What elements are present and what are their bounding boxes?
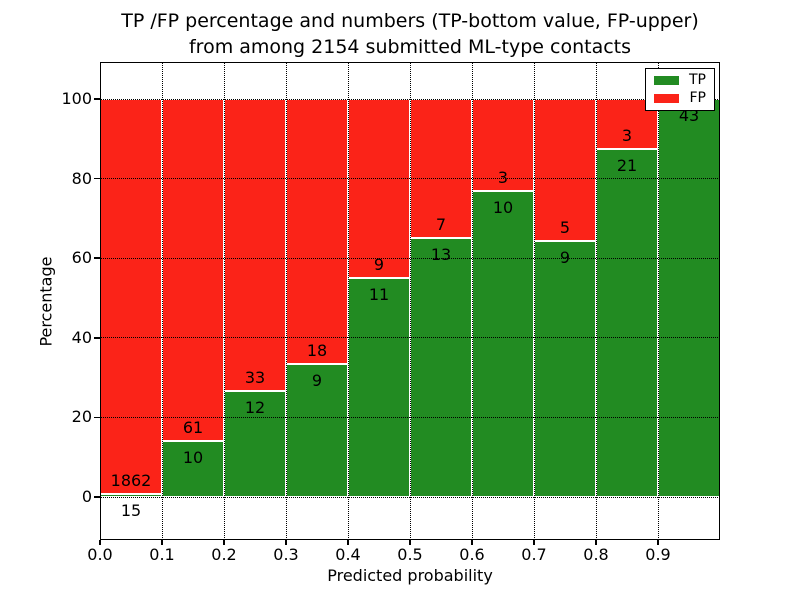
bar-label-tp-count: 11: [368, 285, 390, 305]
y-tick-mark: [94, 98, 100, 100]
bar-segment-fp: [162, 99, 224, 441]
x-tick-label: 0.4: [335, 545, 361, 564]
bar-label-tp-count: 9: [559, 248, 571, 268]
bar-label-tp-count: 10: [492, 197, 514, 217]
gridline-vertical: [223, 62, 225, 540]
bar-label-fp-count: 3: [497, 167, 509, 187]
bar-label-fp-count: 1862: [110, 470, 152, 490]
bar-segment-tp: [286, 364, 348, 497]
y-tick-mark: [94, 416, 100, 419]
gridline-horizontal: [100, 178, 720, 180]
bar-segment-fp: [472, 99, 534, 191]
gridline-vertical: [161, 62, 163, 540]
y-tick-label: 0: [81, 487, 92, 507]
x-tick-label: 0.2: [211, 545, 237, 564]
chart-title-line1: TP /FP percentage and numbers (TP-bottom…: [121, 10, 699, 32]
bar-segment-tp: [410, 238, 472, 497]
y-tick-mark: [94, 496, 100, 498]
legend-box: TP FP: [645, 68, 715, 111]
x-tick-mark: [409, 540, 411, 545]
y-tick-label: 20: [71, 407, 92, 427]
x-tick-mark: [657, 540, 659, 545]
x-axis-label: Predicted probability: [327, 566, 493, 585]
bar-segment-tp: [534, 241, 596, 497]
bar-label-tp-count: 13: [430, 245, 452, 265]
x-tick-label: 0.9: [645, 545, 671, 564]
x-tick-label: 0.6: [459, 545, 485, 564]
chart-title: TP /FP percentage and numbers (TP-bottom…: [100, 8, 720, 60]
x-tick-mark: [223, 540, 225, 545]
gridline-vertical: [595, 62, 597, 540]
x-tick-mark: [161, 540, 163, 545]
bar-segment-tp: [658, 99, 720, 497]
gridline-horizontal: [100, 337, 720, 339]
legend-label-fp: FP: [689, 89, 707, 106]
legend-entry-tp: TP: [654, 73, 706, 88]
bar-segment-tp: [348, 278, 410, 497]
x-tick-mark: [533, 540, 535, 545]
bar-label-fp-count: 7: [435, 215, 447, 235]
x-tick-mark: [99, 540, 101, 545]
bar-segment-fp: [348, 99, 410, 279]
bar-label-tp-count: 12: [244, 397, 266, 417]
bar-segment-fp: [410, 99, 472, 239]
gridline-vertical: [471, 62, 473, 540]
bar-label-tp-count: 21: [616, 155, 638, 175]
bar-segment-tp: [100, 493, 162, 497]
bar-segment-tp: [224, 390, 286, 497]
bar-label-fp-count: 3: [621, 125, 633, 145]
bar-segment-fp: [286, 99, 348, 365]
gridline-horizontal: [100, 257, 720, 259]
x-tick-mark: [347, 540, 349, 545]
legend-entry-fp: FP: [654, 89, 707, 106]
gridline-horizontal: [100, 416, 720, 418]
x-tick-mark: [471, 540, 473, 545]
bar-segment-fp: [100, 99, 162, 494]
x-tick-label: 0.7: [521, 545, 547, 564]
gridline-horizontal: [100, 496, 720, 498]
bar-segment-fp: [534, 99, 596, 242]
plot-area: 1862 15 61 10 33 12 18 9 9 11 7 13 3 10 5 9 3 21 43 TP FP: [100, 62, 720, 540]
legend-swatch-fp: [654, 93, 679, 103]
gridline-vertical: [409, 62, 411, 540]
legend-swatch-tp: [654, 76, 679, 86]
bar-label-tp-count: 10: [182, 447, 204, 467]
x-tick-mark: [285, 540, 287, 545]
gridline-horizontal: [100, 98, 720, 100]
y-tick-label: 40: [71, 327, 92, 347]
bar-label-fp-count: 33: [244, 367, 266, 387]
gridline-vertical: [285, 62, 287, 540]
x-tick-label: 0.5: [397, 545, 423, 564]
y-tick-label: 60: [71, 248, 92, 268]
y-tick-mark: [94, 257, 100, 259]
x-tick-label: 0.0: [87, 545, 113, 564]
bar-label-tp-count: 15: [120, 500, 142, 520]
legend-label-tp: TP: [689, 72, 706, 89]
y-tick-label: 80: [71, 168, 92, 188]
bar-segment-tp: [596, 148, 658, 497]
bar-label-tp-count: 9: [311, 371, 323, 391]
x-tick-label: 0.1: [149, 545, 175, 564]
y-tick-mark: [94, 177, 100, 180]
bar-label-fp-count: 61: [182, 417, 204, 437]
bar-segment-tp: [472, 190, 534, 497]
gridline-vertical: [347, 62, 349, 540]
x-tick-label: 0.3: [273, 545, 299, 564]
gridline-vertical: [657, 62, 659, 540]
y-tick-label: 100: [61, 89, 92, 108]
bar-label-fp-count: 18: [306, 341, 328, 361]
chart-title-line2: from among 2154 submitted ML-type contac…: [188, 36, 632, 58]
bar-label-fp-count: 5: [559, 218, 571, 238]
bar-segment-tp: [162, 440, 224, 497]
bar-segment-fp: [224, 99, 286, 391]
x-tick-label: 0.8: [583, 545, 609, 564]
gridline-vertical: [533, 62, 535, 540]
y-tick-mark: [94, 337, 100, 339]
x-tick-mark: [595, 540, 597, 545]
bar-label-fp-count: 9: [373, 255, 385, 275]
